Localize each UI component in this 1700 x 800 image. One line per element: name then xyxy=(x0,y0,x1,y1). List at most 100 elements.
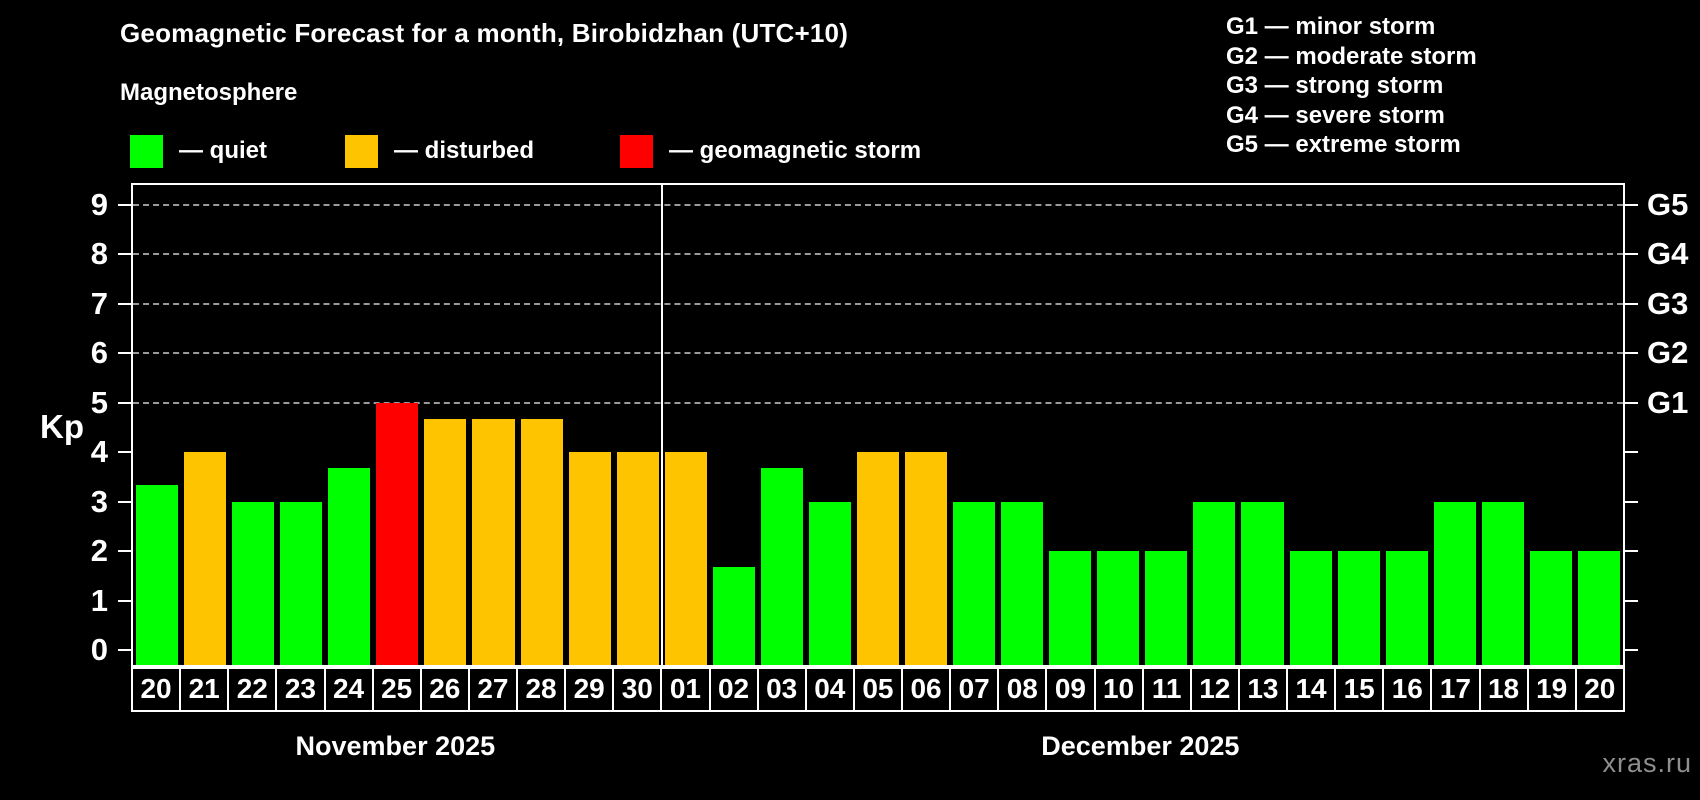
bar-december-20 xyxy=(1577,551,1620,665)
bar-december-08 xyxy=(1001,501,1044,665)
watermark: xras.ru xyxy=(1602,748,1692,778)
left-tick-kp4 xyxy=(118,451,131,453)
bar-december-06 xyxy=(905,452,948,665)
g-legend-line-g4: G4 — severe storm xyxy=(1226,101,1445,129)
ytick-label-1: 1 xyxy=(90,582,108,618)
g-legend-line-g1: G1 — minor storm xyxy=(1226,13,1436,40)
bar-december-16 xyxy=(1385,551,1428,665)
left-tick-kp7 xyxy=(118,302,131,305)
page-title: Geomagnetic Forecast for a month, Birobi… xyxy=(120,18,849,48)
date-cell-november-21: 21 xyxy=(179,667,230,712)
ytick-label-8: 8 xyxy=(90,236,108,271)
g-axis-label-g1: G1 xyxy=(1647,384,1689,420)
ytick-label-7: 7 xyxy=(90,285,108,321)
g-legend-line-g2: G2 — moderate storm xyxy=(1226,42,1477,70)
date-cell-november-20: 20 xyxy=(131,667,182,712)
bar-december-14 xyxy=(1289,551,1332,665)
date-cell-december-19: 19 xyxy=(1526,667,1577,712)
date-cell-december-10: 10 xyxy=(1093,667,1144,712)
date-cell-november-27: 27 xyxy=(467,667,518,712)
bar-december-01 xyxy=(664,452,707,665)
right-tick-kp2 xyxy=(1625,550,1638,552)
g-legend-line-g3: G3 — strong storm xyxy=(1226,72,1444,99)
right-tick-kp5 xyxy=(1625,401,1638,404)
bar-november-22 xyxy=(232,501,275,665)
date-cell-december-15: 15 xyxy=(1334,667,1385,712)
bar-december-10 xyxy=(1097,551,1140,665)
bar-december-04 xyxy=(808,501,851,665)
bar-december-19 xyxy=(1529,551,1572,665)
legend-item-storm: — geomagnetic storm xyxy=(620,134,921,168)
gridline-kp7 xyxy=(133,302,1623,305)
bar-november-20 xyxy=(136,485,179,665)
magnetosphere-label: Magnetosphere xyxy=(120,79,298,106)
gridline-kp5 xyxy=(133,401,1623,404)
date-cell-december-08: 08 xyxy=(997,667,1048,712)
left-tick-kp9 xyxy=(118,203,131,206)
date-cell-december-17: 17 xyxy=(1430,667,1481,712)
right-tick-kp3 xyxy=(1625,500,1638,503)
gridline-kp8 xyxy=(133,253,1623,255)
date-cell-december-05: 05 xyxy=(852,667,903,712)
ytick-label-0: 0 xyxy=(90,632,108,667)
bar-december-02 xyxy=(712,567,755,665)
right-tick-kp7 xyxy=(1625,302,1638,305)
left-tick-kp0 xyxy=(118,649,131,651)
g-scale-legend: G1 — minor storm G2 — moderate storm G3 — … xyxy=(1226,12,1477,160)
bar-november-24 xyxy=(328,468,371,665)
legend-label-quiet: — quiet xyxy=(179,137,267,164)
storm-color-swatch xyxy=(620,134,653,168)
right-tick-kp4 xyxy=(1625,451,1638,453)
bar-december-15 xyxy=(1337,551,1380,665)
month-label-december: December 2025 xyxy=(1041,731,1240,761)
ytick-label-3: 3 xyxy=(90,483,108,519)
bar-december-05 xyxy=(856,452,900,665)
ytick-label-5: 5 xyxy=(90,384,108,420)
date-cell-december-01: 01 xyxy=(660,667,711,712)
gridline-kp9 xyxy=(133,203,1623,206)
date-cell-november-28: 28 xyxy=(516,667,567,712)
g-axis-label-g5: G5 xyxy=(1647,186,1689,222)
bar-november-21 xyxy=(184,452,227,665)
month-label-november: November 2025 xyxy=(295,731,496,761)
date-cell-november-24: 24 xyxy=(323,667,374,712)
date-cell-november-29: 29 xyxy=(564,667,615,712)
date-cell-december-03: 03 xyxy=(756,667,807,712)
bar-november-30 xyxy=(616,452,659,665)
right-tick-kp6 xyxy=(1625,352,1638,354)
date-cell-december-09: 09 xyxy=(1045,667,1096,712)
chart-bars-layer xyxy=(133,185,1623,665)
legend-item-quiet: — quiet xyxy=(130,134,267,168)
date-cell-december-04: 04 xyxy=(804,667,855,712)
right-tick-kp9 xyxy=(1625,203,1638,206)
bar-december-03 xyxy=(760,468,803,665)
g-axis-label-g4: G4 xyxy=(1647,236,1689,271)
left-tick-kp8 xyxy=(118,253,131,255)
right-tick-kp0 xyxy=(1625,649,1638,651)
g-legend-line-g5: G5 — extreme storm xyxy=(1226,131,1461,158)
gridline-kp6 xyxy=(133,352,1623,354)
left-tick-kp2 xyxy=(118,550,131,552)
date-cell-december-13: 13 xyxy=(1237,667,1288,712)
date-cell-december-06: 06 xyxy=(901,667,952,712)
date-cell-december-14: 14 xyxy=(1286,667,1337,712)
left-tick-kp6 xyxy=(118,352,131,354)
bar-november-26 xyxy=(424,418,467,665)
bar-december-12 xyxy=(1193,501,1236,665)
ytick-label-9: 9 xyxy=(90,186,108,222)
bar-november-28 xyxy=(520,418,563,665)
month-separator-line xyxy=(660,185,663,665)
chart-plot-area xyxy=(131,183,1625,667)
disturbed-color-swatch xyxy=(345,134,378,168)
right-tick-kp8 xyxy=(1625,253,1638,255)
bar-november-23 xyxy=(280,501,323,665)
bar-december-09 xyxy=(1049,551,1092,665)
right-tick-kp1 xyxy=(1625,599,1638,602)
bar-november-25 xyxy=(376,402,419,665)
ytick-label-6: 6 xyxy=(90,335,108,370)
date-cell-december-12: 12 xyxy=(1189,667,1240,712)
date-cell-december-18: 18 xyxy=(1478,667,1529,712)
g-axis-label-g2: G2 xyxy=(1647,335,1689,370)
kp-axis-title: Kp xyxy=(40,408,84,445)
date-cell-december-07: 07 xyxy=(949,667,1000,712)
